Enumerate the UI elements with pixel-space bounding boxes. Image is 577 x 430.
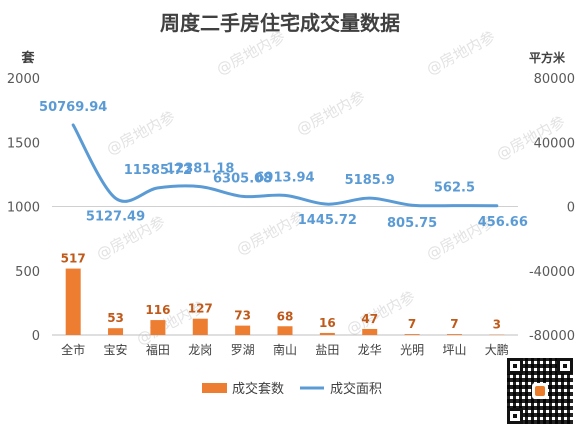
right-tick-label: 40000 bbox=[534, 136, 575, 151]
line-value-label: 12381.18 bbox=[166, 162, 234, 177]
watermark-text: @房地内参 bbox=[213, 27, 288, 78]
category-label: 大鹏 bbox=[485, 343, 509, 357]
category-label: 福田 bbox=[146, 342, 170, 357]
qr-code-icon bbox=[505, 356, 575, 426]
bar-value-label: 127 bbox=[188, 302, 213, 316]
line-layer: 50769.94 5127.49 11585.7212381.186305.0869… bbox=[39, 100, 528, 231]
bar-value-label: 3 bbox=[493, 318, 501, 332]
category-label: 光明 bbox=[400, 343, 424, 357]
watermark-text: @房地内参 bbox=[103, 107, 178, 158]
category-label: 南山 bbox=[273, 342, 297, 357]
category-label: 坪山 bbox=[442, 343, 466, 357]
line-value-label: 456.66 bbox=[478, 215, 528, 230]
watermark-text: @房地内参 bbox=[343, 287, 418, 338]
bar-value-label: 7 bbox=[450, 317, 458, 331]
bar bbox=[446, 334, 462, 335]
line-value-label: 562.5 bbox=[434, 181, 475, 196]
line-value-label: 805.75 bbox=[387, 216, 437, 231]
bar-value-label: 53 bbox=[107, 311, 124, 325]
category-label: 盐田 bbox=[315, 343, 339, 357]
left-tick-label: 1500 bbox=[7, 136, 40, 151]
category-label: 龙岗 bbox=[188, 343, 212, 357]
right-axis-unit: 平方米 bbox=[529, 50, 566, 65]
legend-label-line: 成交面积 bbox=[330, 381, 382, 397]
line-value-label: 6913.94 bbox=[255, 170, 314, 185]
watermark-text: @房地内参 bbox=[293, 87, 368, 138]
area-series-line bbox=[71, 123, 499, 208]
bar-value-label: 7 bbox=[408, 317, 416, 331]
line-value-label: 11585.72 bbox=[124, 163, 192, 178]
legend: 成交套数 成交面积 bbox=[202, 381, 382, 397]
bar-value-label: 68 bbox=[277, 309, 294, 323]
category-label: 全市 bbox=[61, 342, 85, 357]
legend-label-bar: 成交套数 bbox=[232, 381, 284, 397]
right-tick-label: -80000 bbox=[529, 329, 575, 344]
right-tick-label: -40000 bbox=[529, 265, 575, 280]
bar-value-label: 517 bbox=[61, 252, 86, 266]
chart-title: 周度二手房住宅成交量数据 bbox=[160, 11, 400, 35]
bar-value-label: 73 bbox=[234, 309, 251, 323]
bar bbox=[404, 334, 420, 335]
bar-value-label: 16 bbox=[319, 316, 336, 330]
category-label: 龙华 bbox=[358, 343, 382, 357]
bar bbox=[108, 328, 124, 335]
bar bbox=[150, 320, 166, 335]
bar bbox=[277, 326, 293, 335]
left-axis-unit: 套 bbox=[20, 50, 35, 66]
left-tick-label: 0 bbox=[32, 329, 40, 344]
bar bbox=[235, 325, 251, 335]
category-label: 宝安 bbox=[104, 342, 128, 357]
left-tick-label: 1000 bbox=[7, 201, 40, 216]
watermark-text: @房地内参 bbox=[423, 27, 498, 78]
line-value-label: 5185.9 bbox=[345, 173, 395, 188]
bar bbox=[192, 318, 208, 335]
category-label: 罗湖 bbox=[231, 342, 255, 357]
line-value-label: 1445.72 bbox=[298, 213, 357, 228]
bar bbox=[319, 332, 335, 335]
bar-value-label: 47 bbox=[361, 312, 378, 326]
bar-value-label: 116 bbox=[145, 303, 170, 317]
legend-swatch-bar bbox=[202, 383, 227, 393]
line-value-label: 5127.49 bbox=[86, 209, 145, 224]
left-tick-label: 2000 bbox=[7, 72, 40, 87]
line-value-label: 6305.08 bbox=[213, 171, 272, 186]
bar bbox=[65, 268, 81, 335]
right-tick-label: 0 bbox=[567, 201, 575, 216]
bar bbox=[362, 328, 378, 335]
line-value-label: 50769.94 bbox=[39, 100, 107, 115]
right-tick-label: 80000 bbox=[534, 72, 575, 87]
left-tick-label: 500 bbox=[15, 265, 40, 280]
